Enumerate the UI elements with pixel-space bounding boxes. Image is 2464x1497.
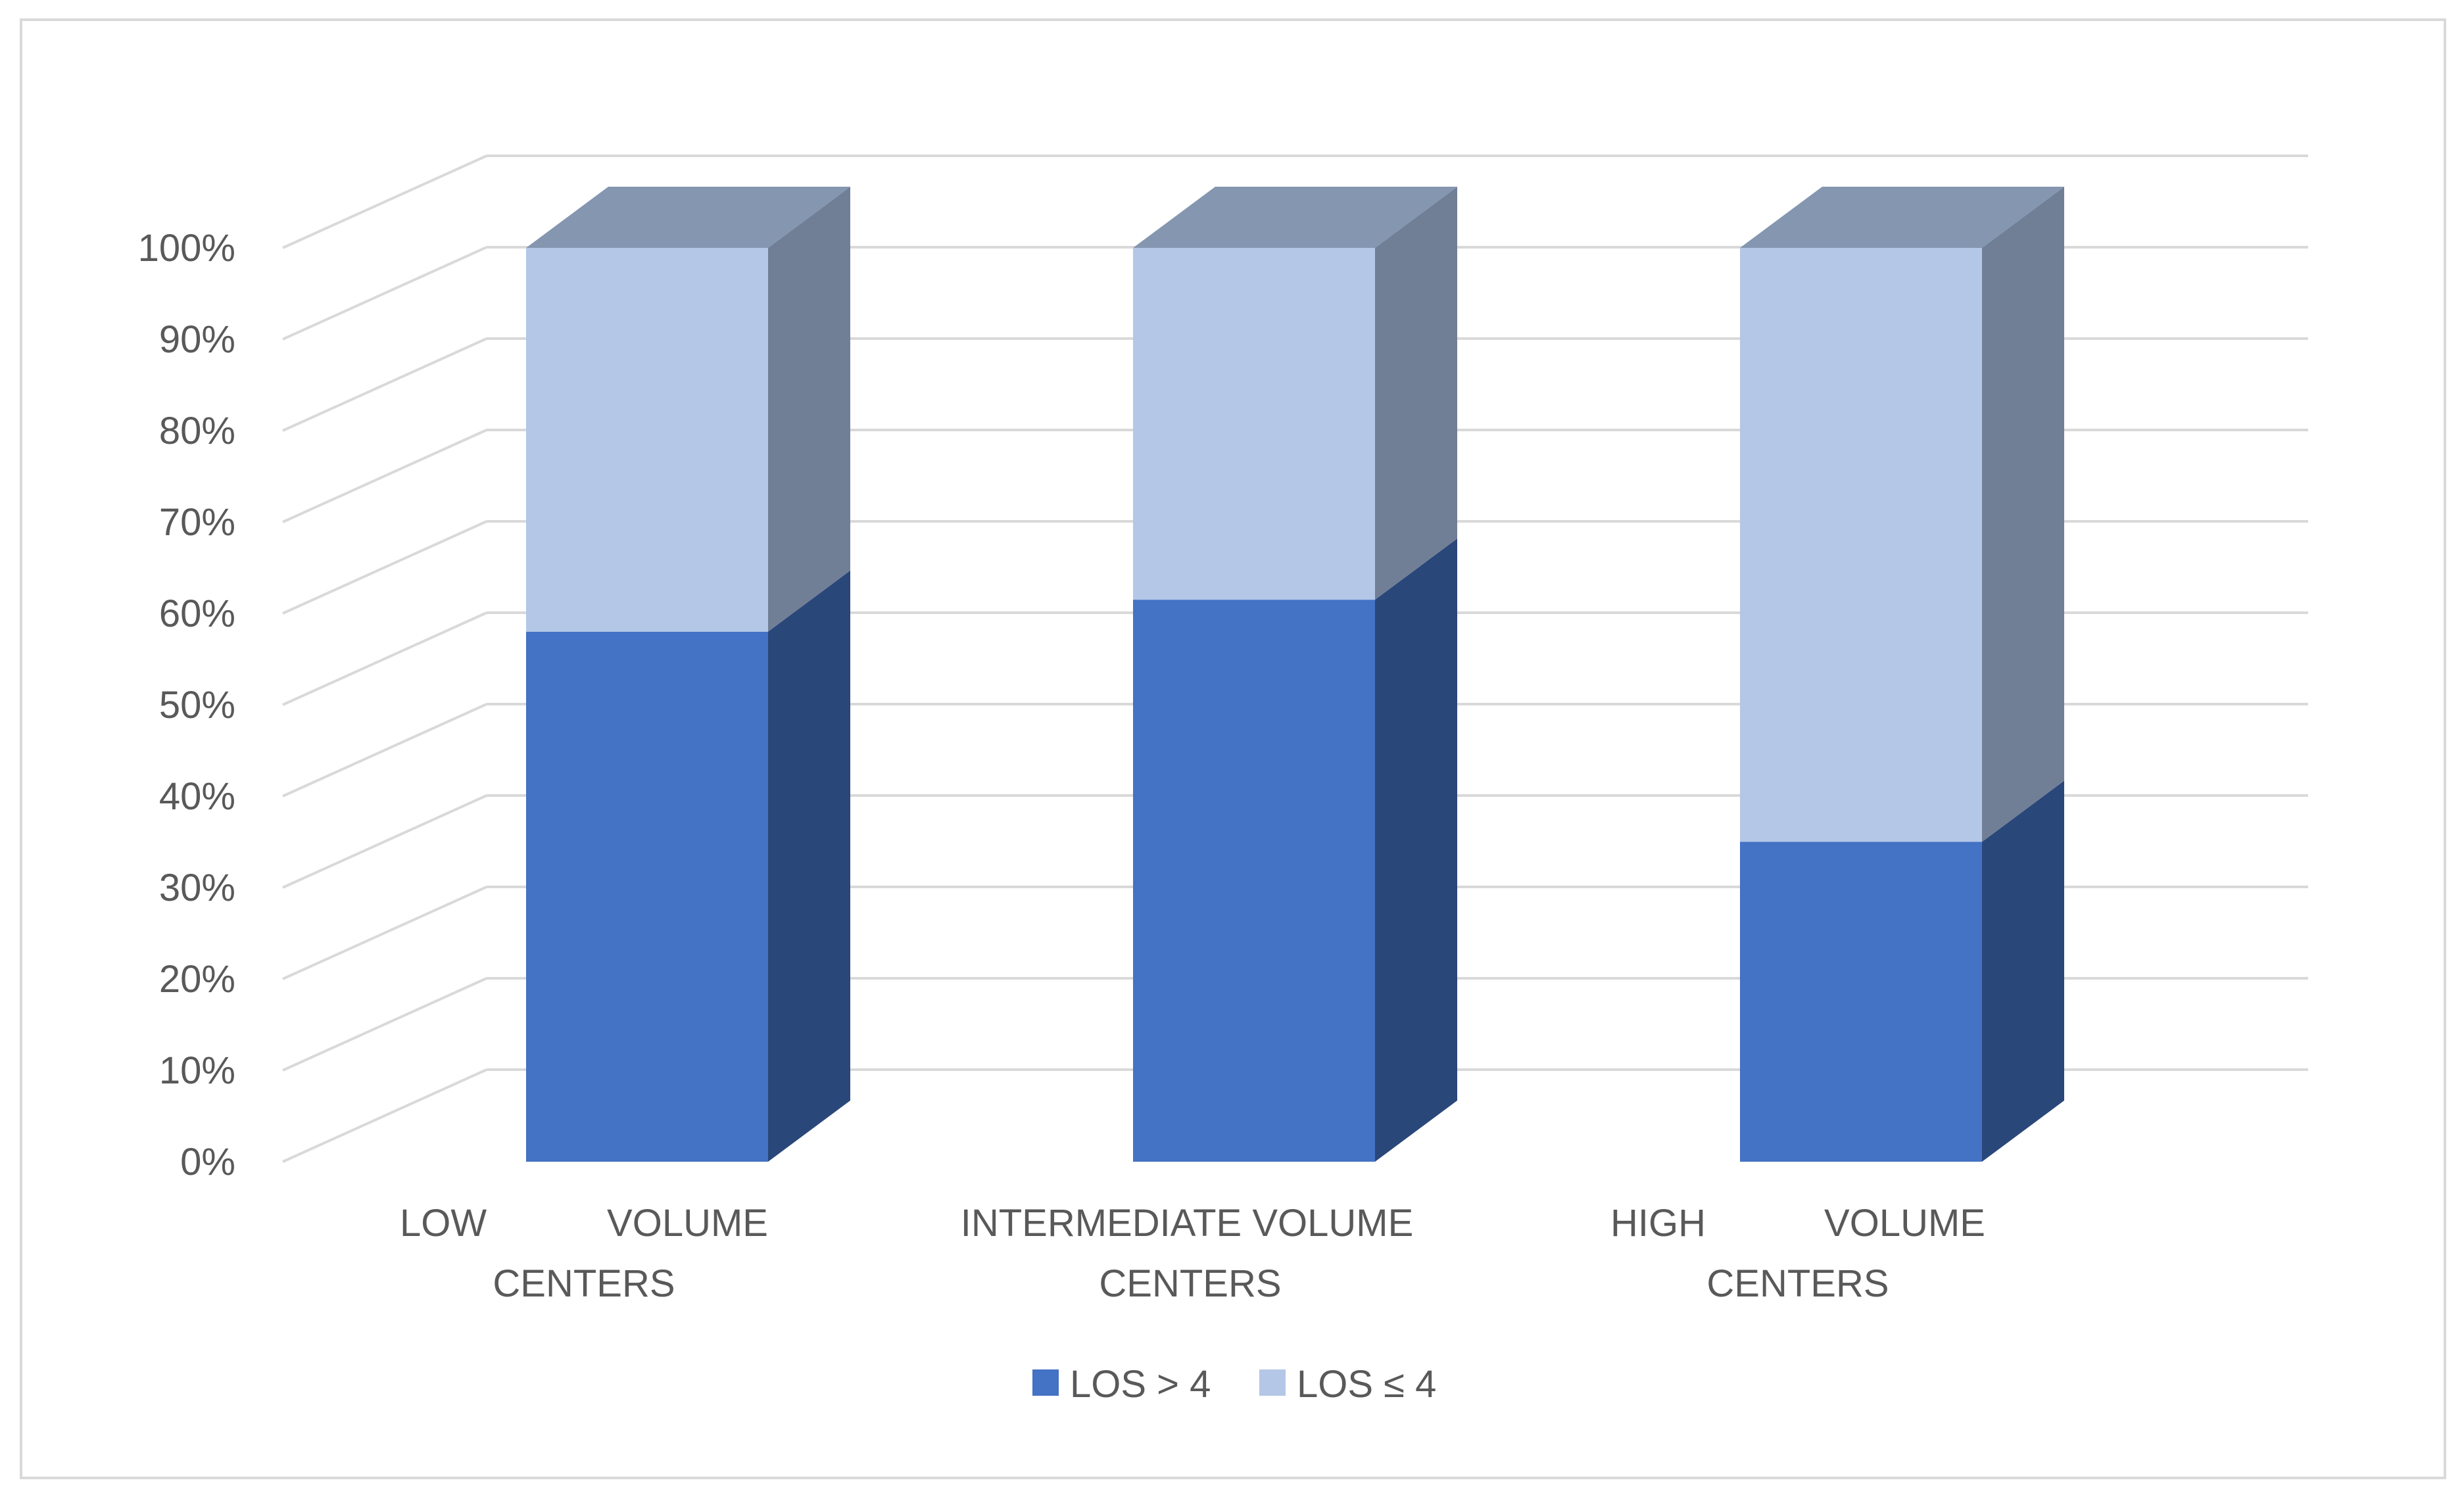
- bar-front: [1740, 842, 1982, 1162]
- legend-label: LOS > 4: [1070, 1363, 1211, 1406]
- category-label: INTERMEDIATE VOLUME CENTERS: [961, 1202, 1414, 1305]
- legend-label: LOS ≤ 4: [1297, 1363, 1436, 1406]
- y-tick-label: 80%: [159, 410, 235, 452]
- bars-layer: [526, 187, 2064, 1162]
- category-label: HIGH VOLUME CENTERS: [1610, 1202, 1985, 1305]
- bar-segment: [1740, 187, 2064, 842]
- y-tick-label: 30%: [159, 867, 235, 909]
- y-tick-label: 60%: [159, 592, 235, 635]
- bar-side: [1375, 187, 1457, 600]
- bar-segment: [1133, 538, 1457, 1162]
- y-tick-label: 90%: [159, 318, 235, 361]
- bar-side: [1982, 780, 2064, 1162]
- category-label-word: HIGH: [1610, 1202, 1706, 1245]
- gridline: [282, 154, 2308, 249]
- bar-segment: [526, 187, 850, 632]
- y-tick-label: 10%: [159, 1049, 235, 1092]
- category-label-word: CENTERS: [493, 1262, 675, 1305]
- legend-swatch: [1259, 1369, 1286, 1396]
- bar-side: [768, 187, 850, 632]
- x-axis-categories: LOW VOLUME CENTERS INTERMEDIATE VOLUME CENTE…: [400, 1202, 1985, 1305]
- bar-front: [526, 248, 768, 632]
- bar-top: [1133, 187, 1457, 248]
- category-label-word: VOLUME: [607, 1202, 768, 1245]
- y-tick-label: 70%: [159, 501, 235, 544]
- category-label-word: CENTERS: [1706, 1262, 1889, 1305]
- legend-swatch: [1032, 1369, 1059, 1396]
- category-label: LOW VOLUME CENTERS: [400, 1202, 768, 1305]
- y-tick-label: 50%: [159, 684, 235, 726]
- bar-front: [1133, 248, 1375, 600]
- bar-front: [526, 631, 768, 1162]
- bar-segment: [1740, 780, 2064, 1162]
- category-label-word: LOW: [400, 1202, 487, 1245]
- legend-item: LOS ≤ 4: [1259, 1363, 1436, 1406]
- bar-top: [526, 187, 850, 248]
- y-tick-label: 40%: [159, 775, 235, 818]
- bar-side: [1982, 187, 2064, 842]
- bar-front: [1740, 248, 1982, 842]
- category-label-word: CENTERS: [1099, 1262, 1281, 1305]
- bar-top: [1740, 187, 2064, 248]
- legend-item: LOS > 4: [1032, 1363, 1211, 1406]
- y-tick-label: 0%: [180, 1141, 235, 1183]
- y-axis-ticks: 0% 10% 20% 30% 40% 50% 60% 70% 80% 90% 100%: [138, 227, 235, 1183]
- category-label-word: INTERMEDIATE VOLUME: [961, 1202, 1414, 1245]
- bar-front: [1133, 600, 1375, 1162]
- bar-segment: [526, 570, 850, 1162]
- category-label-word: VOLUME: [1824, 1202, 1985, 1245]
- y-tick-label: 100%: [138, 227, 235, 270]
- bar-side: [768, 570, 850, 1162]
- bar-segment: [1133, 187, 1457, 600]
- y-tick-label: 20%: [159, 958, 235, 1001]
- legend: LOS > 4 LOS ≤ 4: [1032, 1363, 1436, 1406]
- bar-side: [1375, 538, 1457, 1162]
